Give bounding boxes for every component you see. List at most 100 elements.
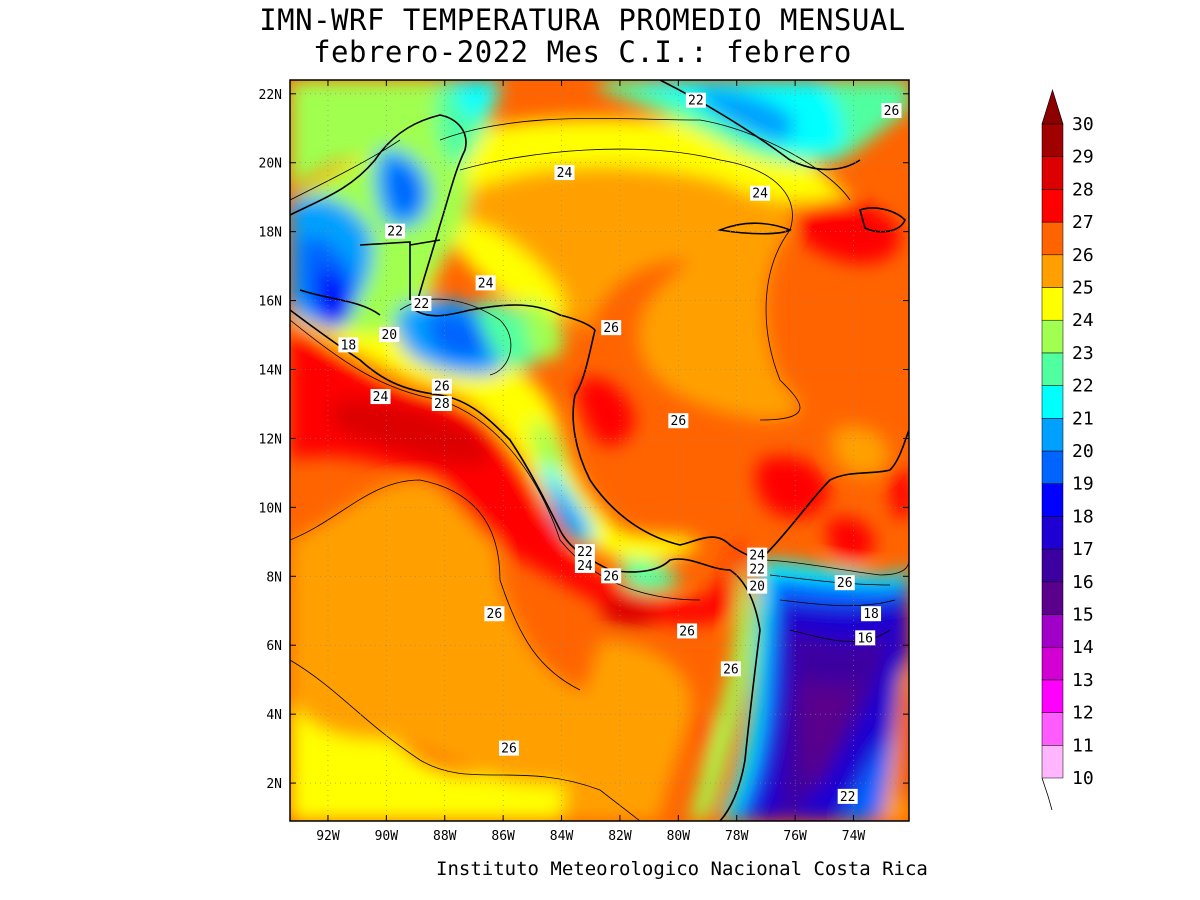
colorbar-label: 29 — [1072, 147, 1094, 168]
contour-label-box — [601, 568, 622, 584]
colorbar-segment — [1041, 123, 1064, 157]
contour-label-text: 18 — [863, 607, 879, 622]
colorbar-label: 23 — [1072, 343, 1094, 364]
colorbar-segment — [1041, 745, 1064, 779]
lon-tick-label: 86W — [491, 829, 515, 844]
contour-label-text: 22 — [414, 297, 430, 312]
colorbar-segment — [1041, 614, 1064, 648]
contour-label-box — [861, 606, 882, 622]
contour-label-box — [685, 92, 706, 108]
plot-frame — [289, 79, 910, 822]
colorbar-label: 11 — [1072, 735, 1094, 756]
contour-label: 26 — [601, 568, 622, 584]
colorbar-label: 18 — [1072, 506, 1094, 527]
contour-label: 18 — [338, 337, 359, 353]
contour-label: 24 — [475, 275, 496, 291]
contour-label-text: 22 — [749, 562, 765, 577]
contour-label-text: 26 — [487, 607, 503, 622]
colorbar-label: 14 — [1072, 637, 1094, 658]
contour-label-text: 26 — [603, 569, 619, 584]
contour-label-text: 22 — [840, 790, 856, 805]
colorbar-segment — [1041, 385, 1064, 419]
colorbar-segment — [1041, 646, 1064, 681]
contour-label: 22 — [837, 788, 858, 805]
lat-tick-label: 4N — [266, 708, 282, 723]
lat-tick-label: 18N — [259, 226, 282, 241]
contour-label-text: 26 — [679, 624, 695, 639]
contour-label-box — [411, 296, 432, 312]
lat-tick-label: 6N — [266, 639, 282, 654]
contour-label: 26 — [498, 740, 519, 757]
contour-label-box — [431, 395, 452, 411]
contour-label: 26 — [431, 378, 452, 395]
contour-label-text: 24 — [557, 166, 573, 181]
lon-tick-label: 80W — [667, 829, 691, 844]
contour-label-text: 24 — [577, 559, 593, 574]
contour-label-box — [750, 185, 771, 201]
contour-label: 22 — [685, 92, 706, 109]
contour-label-text: 20 — [749, 580, 765, 595]
contour-label: 24 — [750, 185, 771, 202]
colorbar-segment — [1041, 221, 1064, 256]
contour-label: 20 — [379, 327, 400, 343]
colorbar-label: 26 — [1072, 245, 1094, 266]
colorbar-segment — [1041, 352, 1064, 386]
colorbar-label: 25 — [1072, 278, 1094, 299]
lon-tick-label: 88W — [433, 829, 457, 844]
map-title-line2: febrero-2022 Mes C.I.: febrero — [313, 35, 852, 69]
colorbar-segment — [1041, 581, 1064, 615]
lat-tick-label: 14N — [259, 364, 282, 379]
colorbar-segment — [1041, 516, 1064, 550]
footer-credit: Instituto Meteorologico Nacional Costa R… — [436, 858, 928, 880]
lon-tick-label: 82W — [608, 829, 632, 844]
contour-label-text: 24 — [752, 187, 768, 202]
colorbar-label: 21 — [1072, 408, 1094, 429]
contour-label: 22 — [574, 544, 595, 560]
lon-tick-label: 92W — [316, 829, 340, 844]
contour-label-box — [554, 165, 575, 181]
contour-label-box — [379, 327, 400, 343]
colorbar-segment — [1041, 254, 1064, 288]
colorbar-label: 17 — [1072, 539, 1094, 560]
contour-label: 18 — [861, 606, 882, 622]
contour-label-box — [431, 378, 452, 394]
contour-label: 22 — [411, 296, 432, 312]
colorbar-top-arrow — [1041, 88, 1064, 125]
contour-label-box — [747, 578, 768, 594]
colorbar-segment — [1041, 418, 1064, 452]
contour-label-box — [668, 413, 689, 429]
contour-label-box — [747, 561, 768, 577]
contour-label: 22 — [747, 561, 768, 577]
lon-tick-label: 76W — [783, 829, 807, 844]
lat-tick-label: 12N — [259, 432, 282, 447]
contour-label-box — [574, 557, 595, 573]
lat-tick-label: 20N — [259, 157, 282, 172]
lat-tick-label: 2N — [266, 777, 282, 792]
colorbar-segment — [1041, 156, 1064, 190]
contour-label-box — [837, 788, 858, 804]
colorbar: 30 29 28 27 26 25 24 23 22 21 20 19 18 17 16 15 14 13 12 11… — [1041, 88, 1094, 811]
lon-tick-label: 90W — [375, 829, 399, 844]
contour-label-box — [747, 547, 768, 563]
colorbar-label: 13 — [1072, 670, 1094, 691]
lon-tick-label: 74W — [842, 829, 866, 844]
contour-label-box — [881, 103, 902, 119]
contour-label: 24 — [554, 165, 575, 181]
contour-label-box — [677, 623, 698, 639]
contour-label-text: 26 — [671, 414, 687, 429]
lat-tick-label: 8N — [266, 570, 282, 585]
contour-label: 26 — [484, 606, 505, 622]
colorbar-segment — [1041, 287, 1064, 321]
colorbar-label: 24 — [1072, 310, 1094, 331]
contour-label-text: 24 — [478, 276, 494, 291]
contour-label: 28 — [431, 395, 452, 412]
contour-label-box — [370, 389, 391, 405]
contour-label: 22 — [385, 223, 406, 240]
contour-label: 24 — [574, 557, 595, 574]
contour-label-text: 22 — [387, 225, 403, 240]
contour-label-box — [855, 630, 876, 646]
contour-label-box — [338, 337, 359, 353]
contour-label-text: 16 — [857, 631, 873, 646]
colorbar-label: 12 — [1072, 703, 1094, 724]
